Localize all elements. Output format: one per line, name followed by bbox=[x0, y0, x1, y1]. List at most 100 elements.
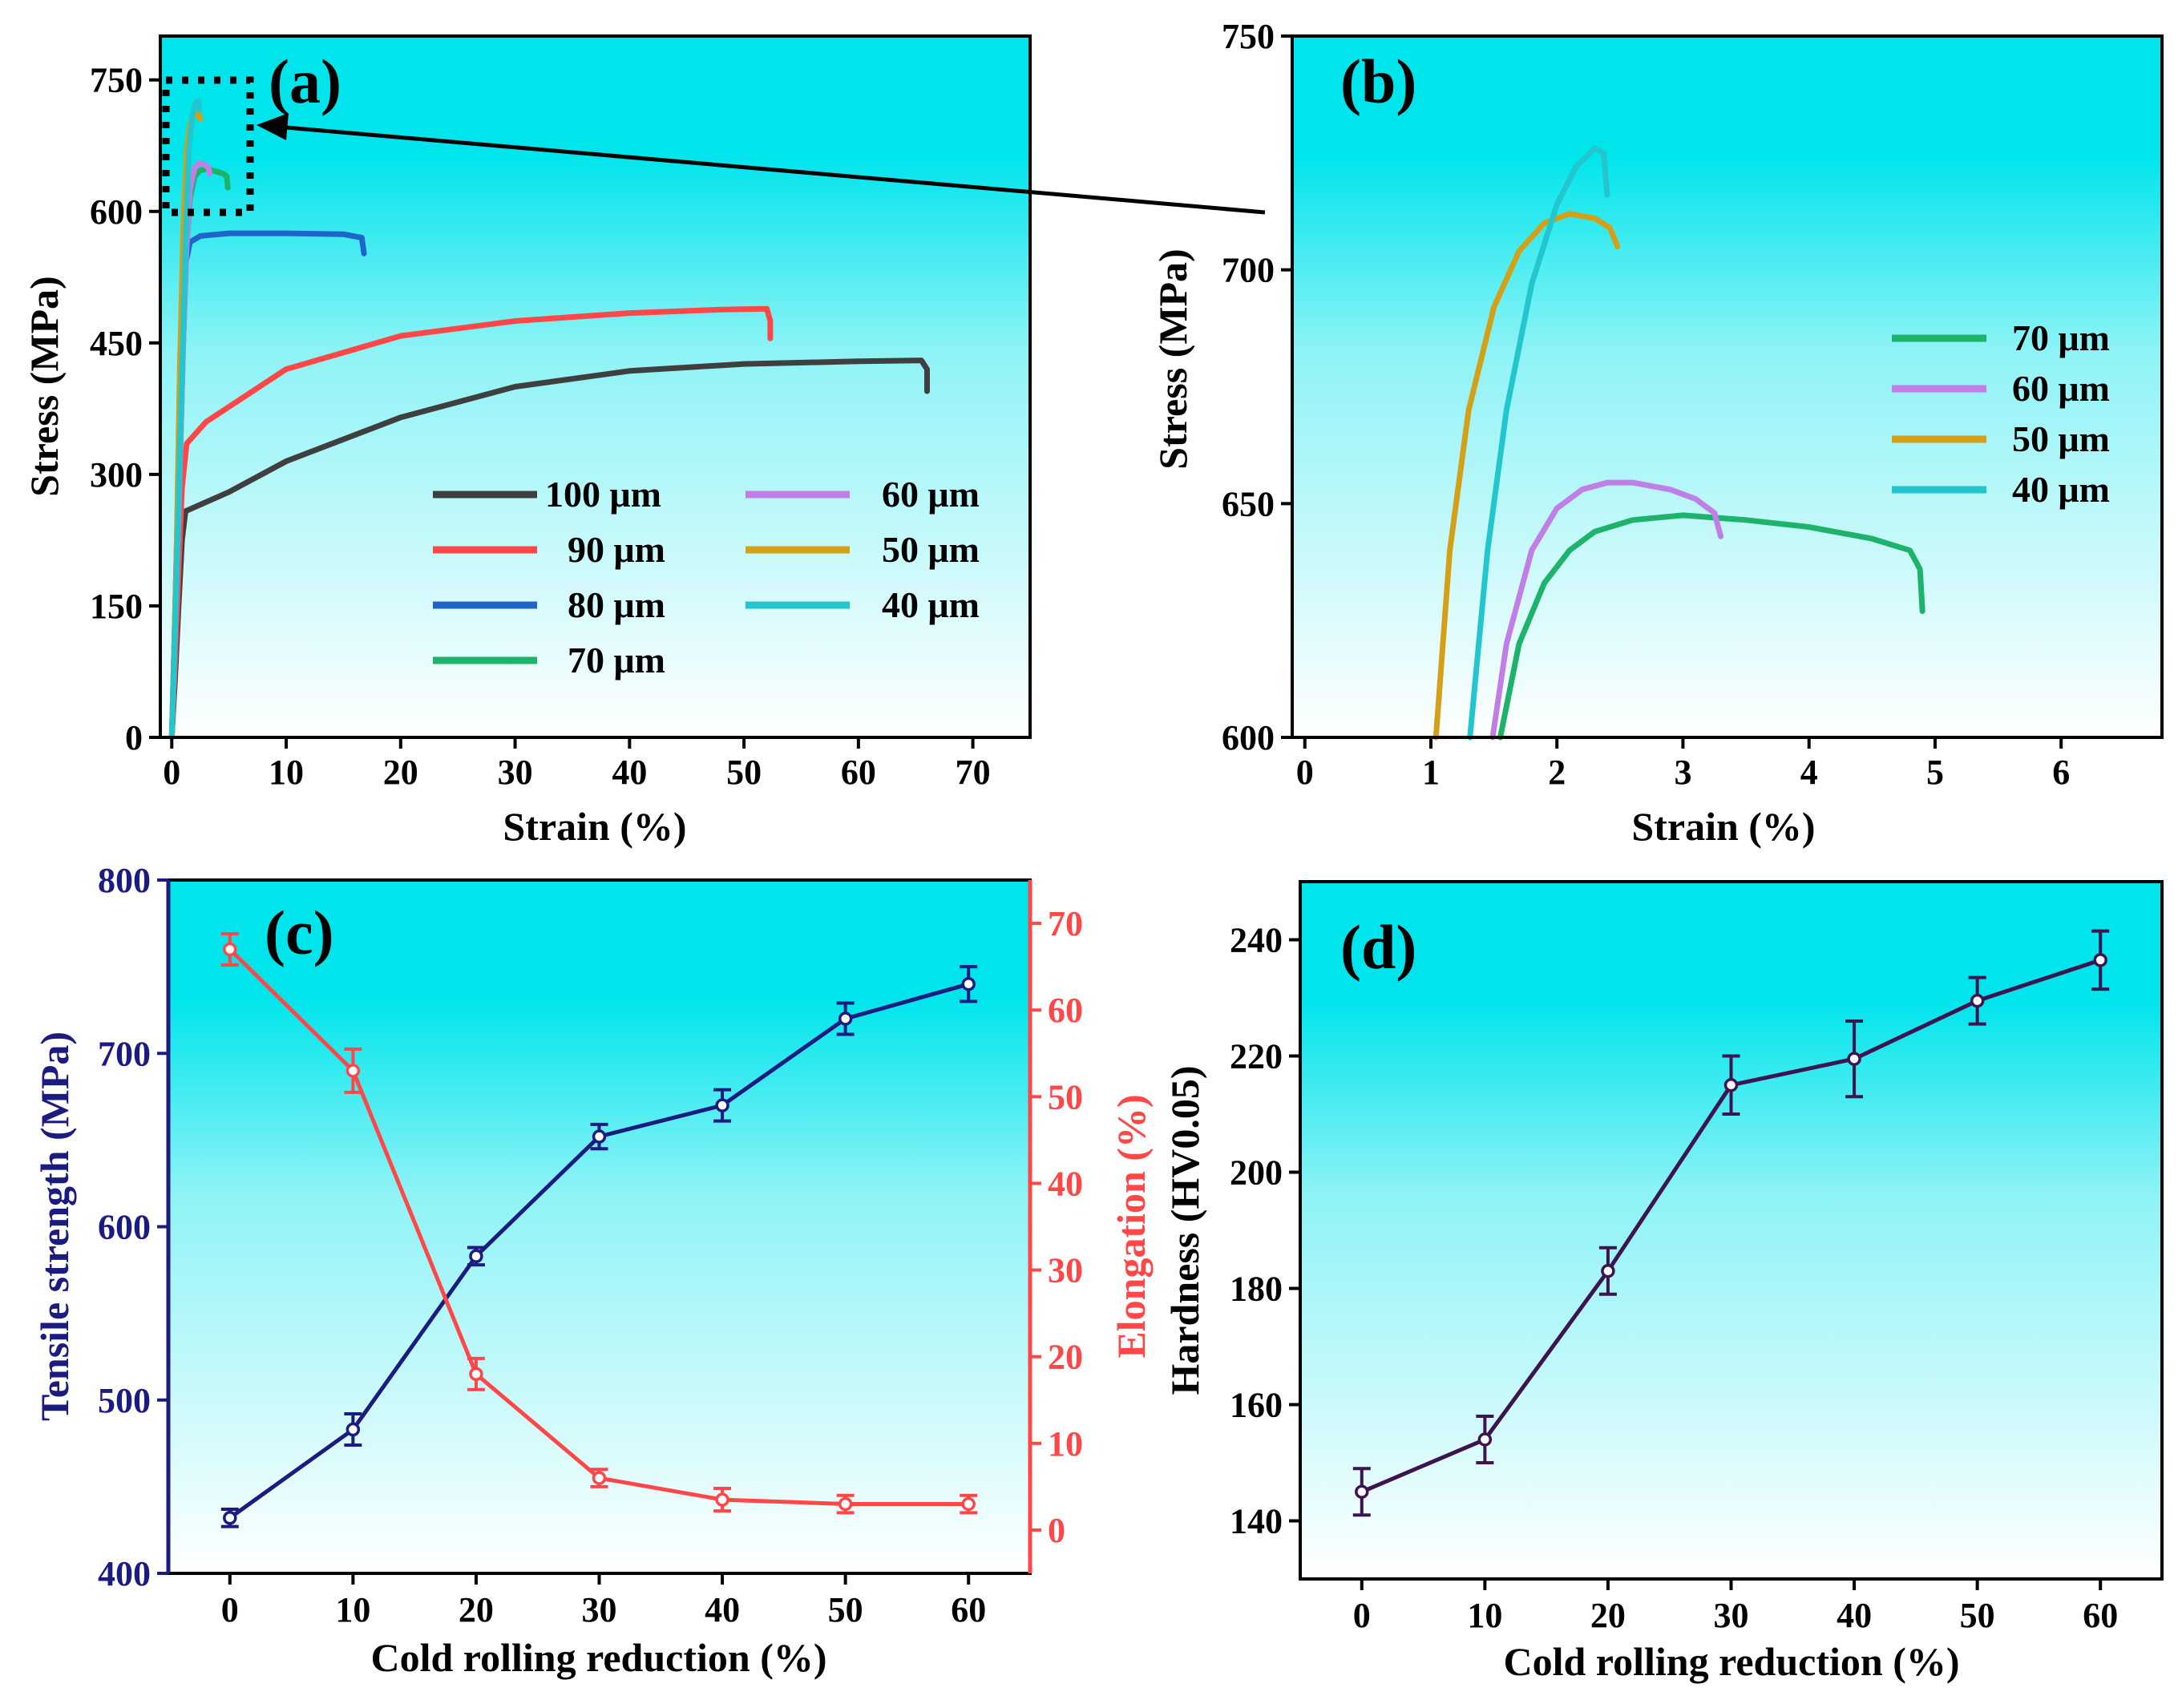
series-line-70-um bbox=[1497, 512, 1925, 741]
y-tick-label: 160 bbox=[1230, 1386, 1283, 1425]
point-marker bbox=[223, 942, 237, 957]
x-tick-label: 4 bbox=[1800, 753, 1818, 792]
zoom-arrow bbox=[276, 124, 1266, 215]
panel-label: (d) bbox=[1340, 912, 1416, 982]
x-tick-label: 5 bbox=[1926, 753, 1944, 792]
point-marker bbox=[1477, 1432, 1493, 1447]
y-axis-label-right: Elongation (%) bbox=[1109, 1094, 1154, 1358]
y-tick-label: 240 bbox=[1230, 921, 1283, 960]
y-tick-label: 450 bbox=[90, 324, 143, 363]
y-tick-label: 500 bbox=[98, 1381, 151, 1420]
legend-label-80um: 80 μm bbox=[568, 584, 665, 625]
tick-layer: 0 10 20 30 40 50 60 400 500 600 700 800 0 10 20 30 40 50 6… bbox=[98, 861, 1083, 1629]
point-marker bbox=[1355, 1484, 1369, 1499]
x-tick-label: 30 bbox=[582, 1590, 617, 1629]
point-marker bbox=[1847, 1052, 1861, 1066]
point-marker bbox=[223, 1511, 237, 1525]
x-tick-label: 30 bbox=[1714, 1596, 1749, 1635]
x-tick-label: 40 bbox=[612, 753, 647, 792]
point-marker bbox=[345, 1422, 361, 1437]
legend-label-60um: 60 μm bbox=[2012, 368, 2110, 409]
series-line-40-um bbox=[1467, 145, 1610, 741]
series-layer bbox=[1352, 929, 2110, 1517]
x-tick-label: 10 bbox=[335, 1590, 370, 1629]
x-tick-label: 50 bbox=[726, 753, 762, 792]
y-tick-label: 20 bbox=[1048, 1338, 1083, 1377]
data-point-tensile-strength bbox=[713, 1088, 732, 1123]
point-marker bbox=[2093, 953, 2107, 967]
plot-frame bbox=[1291, 34, 2164, 739]
point-marker bbox=[838, 1496, 853, 1512]
data-point-hardness bbox=[2091, 929, 2110, 991]
x-tick-label: 60 bbox=[841, 753, 876, 792]
zoom-box bbox=[162, 76, 254, 216]
legend-label-60um: 60 μm bbox=[882, 474, 980, 515]
point-marker bbox=[1601, 1264, 1615, 1278]
x-axis-label: Strain (%) bbox=[503, 804, 686, 849]
point-marker bbox=[1970, 993, 1985, 1008]
legend-label-50um: 50 μm bbox=[2012, 418, 2110, 459]
x-axis-label: Cold rolling reduction (%) bbox=[1503, 1639, 1959, 1684]
x-tick-label: 60 bbox=[2083, 1596, 2118, 1635]
plot-background bbox=[160, 36, 1030, 737]
series-layer bbox=[168, 98, 930, 741]
legend-label-100um: 100 μm bbox=[545, 474, 661, 515]
x-tick-label: 40 bbox=[705, 1590, 740, 1629]
tick-layer: 0 1 2 3 4 5 6 600 650 700 750 bbox=[1222, 17, 2070, 792]
x-tick-label: 20 bbox=[459, 1590, 494, 1629]
legend-label-40um: 40 μm bbox=[2012, 469, 2110, 510]
point-marker bbox=[961, 1496, 976, 1512]
data-point-elongation bbox=[713, 1487, 732, 1513]
point-marker bbox=[715, 1098, 729, 1112]
data-point-hardness bbox=[1722, 1054, 1740, 1116]
x-tick-label: 30 bbox=[498, 753, 533, 792]
y-tick-label: 400 bbox=[98, 1554, 151, 1593]
x-tick-label: 0 bbox=[163, 753, 180, 792]
y-tick-label: 700 bbox=[1222, 251, 1275, 290]
x-tick-label: 60 bbox=[951, 1590, 986, 1629]
data-point-tensile-strength bbox=[960, 965, 978, 1003]
y-tick-label: 30 bbox=[1048, 1251, 1083, 1290]
x-axis-label: Strain (%) bbox=[1631, 804, 1815, 849]
series-line-40-um bbox=[168, 98, 202, 741]
point-marker bbox=[592, 1129, 607, 1144]
x-tick-label: 6 bbox=[2052, 753, 2070, 792]
x-tick-label: 2 bbox=[1548, 753, 1566, 792]
x-tick-label: 0 bbox=[221, 1590, 239, 1629]
legend-label-70um: 70 μm bbox=[2012, 317, 2110, 358]
x-tick-label: 10 bbox=[269, 753, 304, 792]
plot-background bbox=[1300, 882, 2162, 1579]
data-point-elongation bbox=[590, 1468, 608, 1488]
data-point-elongation bbox=[467, 1356, 485, 1391]
y-tick-label: 60 bbox=[1048, 991, 1083, 1030]
y-tick-label: 150 bbox=[90, 587, 143, 626]
y-axis-label: Stress (MPa) bbox=[22, 276, 67, 496]
y-tick-label: 50 bbox=[1048, 1077, 1083, 1116]
legend-label-90um: 90 μm bbox=[568, 529, 665, 570]
point-marker bbox=[469, 1367, 483, 1382]
y-tick-label: 180 bbox=[1230, 1270, 1283, 1309]
y-axis-label: Hardness (HV0.05) bbox=[1162, 1065, 1207, 1395]
data-point-elongation bbox=[960, 1493, 978, 1515]
point-marker bbox=[469, 1249, 483, 1264]
x-tick-label: 50 bbox=[1960, 1596, 1995, 1635]
y-tick-label: 70 bbox=[1048, 904, 1083, 943]
x-tick-label: 1 bbox=[1422, 753, 1440, 792]
x-tick-label: 20 bbox=[383, 753, 418, 792]
series-layer bbox=[220, 932, 978, 1528]
panel-b: 0 1 2 3 4 5 6 600 650 700 750 (b) Strain (%) Stres… bbox=[1150, 17, 2164, 849]
point-marker bbox=[1723, 1078, 1739, 1092]
x-tick-label: 0 bbox=[1353, 1596, 1371, 1635]
y-tick-label: 600 bbox=[1222, 718, 1275, 757]
point-marker bbox=[838, 1011, 853, 1026]
y-tick-label: 0 bbox=[1048, 1511, 1065, 1550]
y-tick-label: 10 bbox=[1048, 1424, 1083, 1464]
data-point-hardness bbox=[1968, 975, 1986, 1026]
plot-frame bbox=[159, 34, 1032, 739]
plot-background bbox=[1292, 36, 2162, 737]
y-tick-label: 600 bbox=[90, 192, 143, 232]
y-tick-label: 600 bbox=[98, 1208, 151, 1247]
series-line-60-um bbox=[1489, 479, 1724, 741]
zoom-arrow-head bbox=[257, 113, 289, 140]
y-tick-label: 220 bbox=[1230, 1037, 1283, 1076]
